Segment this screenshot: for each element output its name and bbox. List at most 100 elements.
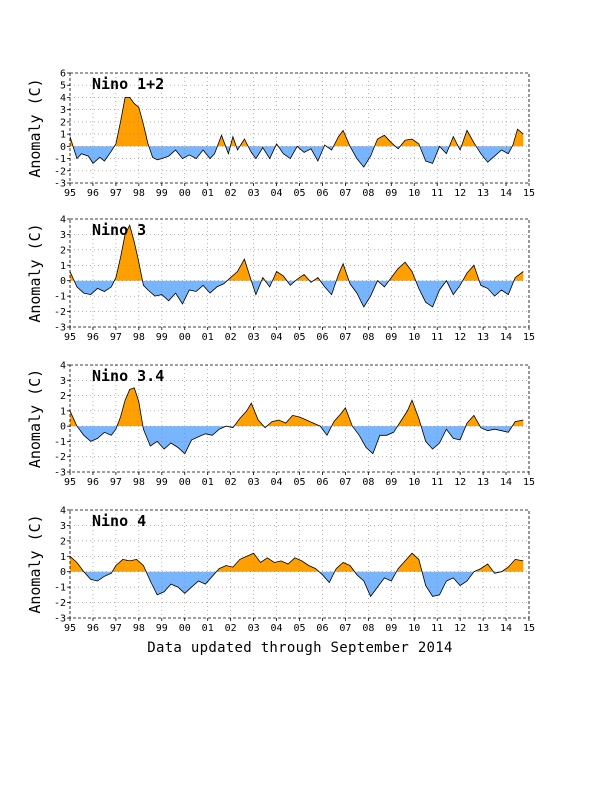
- x-tick-label: 06: [316, 477, 328, 488]
- y-tick-label: -3: [54, 179, 66, 190]
- x-tick-label: 11: [431, 477, 443, 488]
- x-tick-label: 95: [64, 623, 76, 634]
- y-tick-label: -2: [54, 452, 66, 463]
- x-tick-label: 09: [385, 477, 397, 488]
- y-tick-label: 2: [60, 536, 66, 547]
- x-tick-label: 03: [248, 188, 260, 199]
- y-tick-label: 3: [60, 105, 66, 116]
- x-tick-label: 13: [477, 477, 489, 488]
- x-tick-label: 07: [339, 623, 351, 634]
- anomaly-line: [69, 97, 524, 168]
- x-tick-label: 98: [133, 188, 145, 199]
- x-tick-label: 05: [293, 477, 305, 488]
- x-tick-label: 10: [408, 332, 420, 343]
- y-tick-label: 2: [60, 391, 66, 402]
- x-tick-label: 12: [454, 188, 466, 199]
- x-tick-label: 02: [225, 623, 237, 634]
- x-tick-label: 15: [523, 188, 535, 199]
- y-tick-label: -3: [54, 323, 66, 334]
- x-tick-label: 06: [316, 623, 328, 634]
- x-tick-label: 07: [339, 332, 351, 343]
- y-tick-label: -1: [54, 292, 66, 303]
- x-tick-label: 99: [156, 188, 168, 199]
- x-tick-label: 12: [454, 623, 466, 634]
- negative-anomaly-area: [76, 426, 513, 454]
- x-tick-label: 95: [64, 332, 76, 343]
- x-tick-label: 04: [271, 623, 283, 634]
- x-tick-label: 14: [500, 332, 512, 343]
- y-axis-label: Anomaly (C): [26, 223, 44, 322]
- x-tick-label: 04: [271, 188, 283, 199]
- x-tick-label: 00: [179, 332, 191, 343]
- x-tick-label: 96: [87, 623, 99, 634]
- panel-title: Nino 3: [92, 221, 146, 239]
- x-tick-label: 11: [431, 623, 443, 634]
- y-axis-label: Anomaly (C): [26, 369, 44, 468]
- anomaly-line: [69, 387, 524, 455]
- x-tick-label: 97: [110, 477, 122, 488]
- y-tick-label: 0: [60, 276, 66, 287]
- y-tick-label: 3: [60, 521, 66, 532]
- x-tick-label: 08: [362, 188, 374, 199]
- x-tick-label: 99: [156, 477, 168, 488]
- x-tick-label: 98: [133, 477, 145, 488]
- y-tick-label: 4: [60, 93, 66, 104]
- x-tick-label: 07: [339, 188, 351, 199]
- y-tick-label: 6: [60, 69, 66, 80]
- x-tick-label: 01: [202, 332, 214, 343]
- x-tick-label: 15: [523, 623, 535, 634]
- y-tick-label: 1: [60, 261, 66, 272]
- x-tick-label: 03: [248, 332, 260, 343]
- x-tick-label: 12: [454, 332, 466, 343]
- x-tick-label: 11: [431, 332, 443, 343]
- x-tick-label: 13: [477, 188, 489, 199]
- positive-anomaly-area: [70, 553, 524, 572]
- x-tick-label: 97: [110, 623, 122, 634]
- x-tick-label: 06: [316, 332, 328, 343]
- x-tick-label: 02: [225, 477, 237, 488]
- x-tick-label: 14: [500, 188, 512, 199]
- y-tick-label: 4: [60, 506, 66, 517]
- x-tick-label: 09: [385, 623, 397, 634]
- x-tick-label: 09: [385, 188, 397, 199]
- x-tick-label: 99: [156, 332, 168, 343]
- x-tick-label: 02: [225, 332, 237, 343]
- y-tick-label: 0: [60, 422, 66, 433]
- anomaly-line: [69, 224, 524, 308]
- x-tick-label: 08: [362, 477, 374, 488]
- x-tick-label: 97: [110, 188, 122, 199]
- x-tick-label: 01: [202, 477, 214, 488]
- x-tick-label: 96: [87, 477, 99, 488]
- y-tick-label: -3: [54, 468, 66, 479]
- y-tick-label: 1: [60, 406, 66, 417]
- x-tick-label: 00: [179, 188, 191, 199]
- x-tick-label: 06: [316, 188, 328, 199]
- x-tick-label: 12: [454, 477, 466, 488]
- x-tick-label: 15: [523, 332, 535, 343]
- y-tick-label: -2: [54, 166, 66, 177]
- x-tick-label: 98: [133, 623, 145, 634]
- x-tick-label: 05: [293, 188, 305, 199]
- x-tick-label: 04: [271, 477, 283, 488]
- y-tick-label: 0: [60, 567, 66, 578]
- x-tick-label: 08: [362, 332, 374, 343]
- y-tick-label: 0: [60, 142, 66, 153]
- y-tick-label: -2: [54, 307, 66, 318]
- x-tick-label: 01: [202, 188, 214, 199]
- y-tick-label: -1: [54, 437, 66, 448]
- data-update-note: Data updated through September 2014: [147, 640, 453, 656]
- panel-frame: [69, 72, 530, 184]
- x-tick-label: 04: [271, 332, 283, 343]
- x-tick-label: 14: [500, 623, 512, 634]
- x-tick-label: 03: [248, 623, 260, 634]
- x-tick-label: 14: [500, 477, 512, 488]
- x-tick-label: 10: [408, 477, 420, 488]
- y-tick-label: 3: [60, 376, 66, 387]
- x-tick-label: 09: [385, 332, 397, 343]
- x-tick-label: 98: [133, 332, 145, 343]
- x-tick-label: 01: [202, 623, 214, 634]
- y-tick-label: 4: [60, 215, 66, 226]
- x-tick-label: 02: [225, 188, 237, 199]
- x-tick-label: 11: [431, 188, 443, 199]
